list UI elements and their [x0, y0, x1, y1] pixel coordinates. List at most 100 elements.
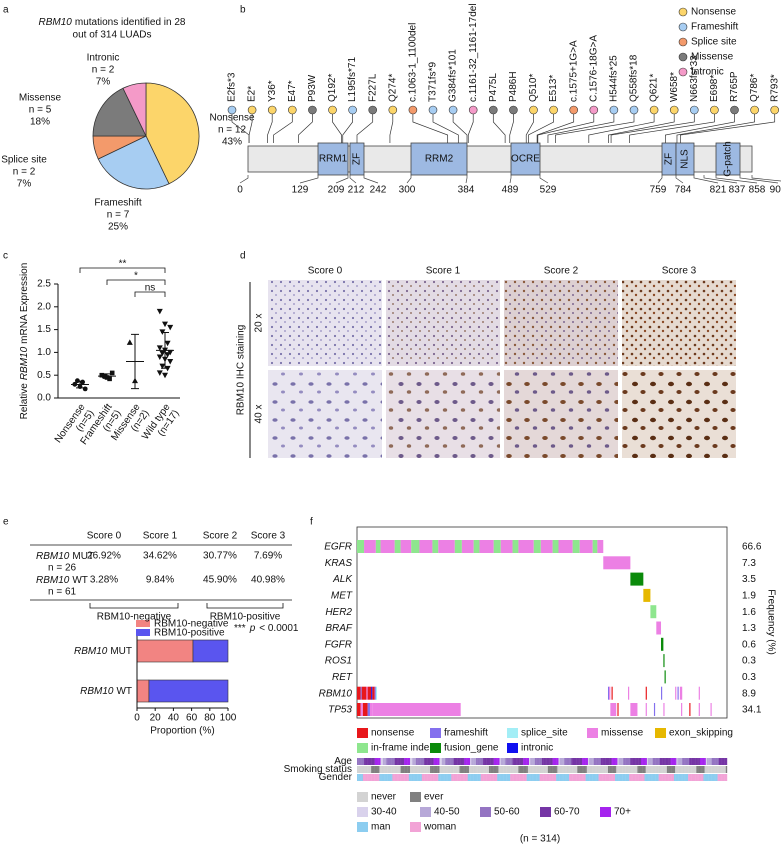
clinical-cell: [645, 758, 648, 765]
clinical-cell: [407, 774, 410, 781]
clinical-cell: [497, 774, 499, 781]
clinical-cell: [518, 774, 520, 781]
clinical-cell: [666, 766, 669, 773]
clinical-cell: [574, 774, 577, 781]
clinical-cell: [373, 758, 375, 765]
title-text: mutations identified in 28: [75, 17, 186, 28]
clinical-cell: [644, 766, 646, 773]
clinical-cell: [454, 774, 457, 781]
clinical-cell: [677, 758, 679, 765]
clinical-cell: [632, 774, 635, 781]
clinical-cell: [723, 766, 725, 773]
title-gene: RBM10: [39, 17, 73, 28]
clinical-cell: [516, 766, 518, 773]
clinical-cell: [658, 758, 661, 765]
alteration: [579, 540, 593, 553]
clinical-cell: [485, 774, 487, 781]
domain-label: OCRE: [511, 154, 540, 165]
clinical-cell: [418, 766, 420, 773]
mutation-dot: [428, 105, 438, 115]
clinical-cell: [592, 758, 595, 765]
slice-percent: 18%: [30, 117, 50, 128]
clinical-cell: [547, 758, 550, 765]
legend-swatch: [136, 620, 150, 627]
frequency-label: 1.9: [742, 591, 756, 602]
mutation-label: N663fs*33: [689, 55, 700, 102]
clinical-cell: [526, 774, 529, 781]
clinical-cell: [426, 758, 428, 765]
clinical-cell: [683, 758, 685, 765]
clinical-cell: [392, 774, 394, 781]
clinical-cell: [405, 758, 407, 765]
clinical-cell: [518, 758, 520, 765]
clinical-cell: [623, 774, 625, 781]
slice-count: n = 2: [13, 167, 36, 178]
clinical-cell: [378, 774, 380, 781]
clinical-cell: [656, 766, 658, 773]
clinical-cell: [411, 774, 413, 781]
point: [126, 339, 133, 345]
clinical-cell: [580, 774, 583, 781]
mutation-label: Q558fs*18: [629, 54, 640, 102]
clinical-cell: [457, 758, 459, 765]
clinical-cell: [374, 766, 377, 773]
clinical-cell: [426, 774, 428, 781]
tick: [406, 175, 412, 184]
clinical-cell: [455, 774, 458, 781]
clinical-cell: [703, 758, 705, 765]
clinical-cell: [640, 766, 643, 773]
alteration: [540, 540, 553, 553]
clinical-cell: [441, 766, 444, 773]
clinical-cell: [512, 758, 514, 765]
sd-bar: [76, 380, 84, 389]
clinical-cell: [463, 758, 465, 765]
mutation-label: C.1576-18G>A: [588, 35, 599, 102]
clinical-cell: [391, 766, 393, 773]
mutation-dot: [408, 105, 418, 115]
clinical-cell: [659, 766, 662, 773]
x-tick-label: 100: [220, 713, 237, 724]
mutation-dot: [710, 105, 719, 115]
clinical-cell: [487, 758, 490, 765]
alteration: [611, 686, 613, 700]
clinical-cell: [478, 774, 480, 781]
alteration: [681, 703, 683, 716]
clinical-cell: [434, 774, 437, 781]
point: [109, 370, 115, 376]
clinical-cell: [577, 774, 579, 781]
tick: [335, 175, 349, 184]
clinical-cell: [391, 758, 393, 765]
clinical-cell: [506, 766, 509, 773]
clinical-cell: [358, 766, 360, 773]
clinical-cell: [708, 766, 710, 773]
clinical-cell: [534, 758, 537, 765]
row-n: n = 26: [48, 563, 77, 574]
clinical-cell: [637, 766, 639, 773]
clinical-cell: [562, 774, 564, 781]
point: [167, 324, 174, 331]
alteration: [609, 686, 611, 700]
clinical-cell: [402, 774, 405, 781]
clinical-cell: [617, 766, 619, 773]
clinical-cell: [671, 766, 673, 773]
clinical-cell: [464, 758, 466, 765]
table-header: Score 3: [251, 531, 286, 542]
clinical-cell: [565, 758, 567, 765]
point: [167, 359, 174, 365]
clinical-cell: [589, 758, 591, 765]
clinical-cell: [670, 758, 672, 765]
clinical-cell: [507, 758, 510, 765]
clinical-cell: [365, 766, 367, 773]
clinical-cell: [694, 758, 696, 765]
clinical-cell: [711, 774, 714, 781]
mutation-dot: [569, 105, 579, 115]
clinical-cell: [440, 766, 443, 773]
clinical-cell: [450, 766, 452, 773]
column-header: Score 3: [662, 266, 697, 277]
clinical-cell: [577, 766, 579, 773]
clinical-cell: [531, 766, 533, 773]
clinical-cell: [491, 774, 493, 781]
mutation-dot: [488, 105, 498, 115]
clinical-cell: [643, 774, 645, 781]
table-cell: 34.62%: [143, 551, 177, 562]
